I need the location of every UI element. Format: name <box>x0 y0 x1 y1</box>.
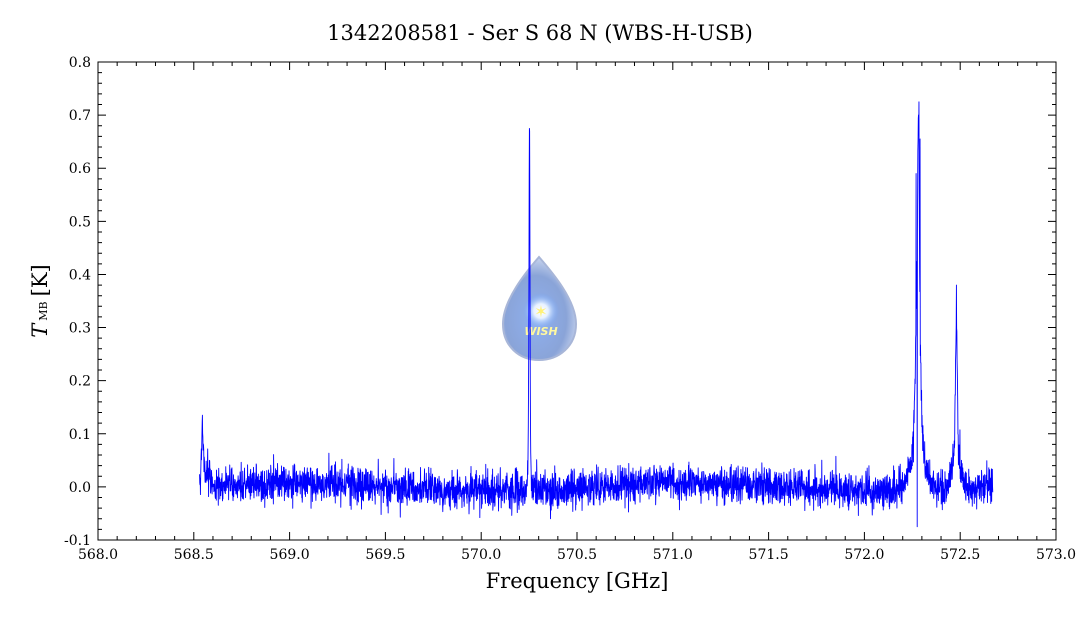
wish-star-icon: ✶ <box>534 302 547 321</box>
y-tick-labels: -0.1 0.0 0.1 0.2 0.3 0.4 0.5 0.6 0.7 0.8 <box>64 55 91 549</box>
svg-text:TMB[K]: T MB [K] <box>28 264 52 337</box>
x-tick-label: 571.0 <box>653 547 693 563</box>
wish-star-glow-icon <box>523 293 559 329</box>
plot-frame <box>97 61 1057 541</box>
y-tick-label: 0.4 <box>69 267 91 283</box>
y-axis-label-main: T <box>28 322 52 338</box>
x-tick-label: 570.0 <box>461 547 501 563</box>
y-tick-label: 0.6 <box>69 161 91 177</box>
y-tick-label: 0.1 <box>69 427 91 443</box>
wish-logo-text: WISH <box>524 325 557 338</box>
y-tick-label: 0.5 <box>69 214 91 230</box>
y-tick-label: 0.3 <box>69 321 91 337</box>
chart-title: 1342208581 - Ser S 68 N (WBS-H-USB) <box>327 21 753 45</box>
series-layer <box>199 101 994 528</box>
y-tick-label: -0.1 <box>64 533 91 549</box>
wish-logo: ✶ WISH <box>501 255 578 362</box>
ticks-layer <box>97 61 1057 541</box>
x-tick-label: 572.5 <box>940 547 980 563</box>
x-tick-labels: 568.0 568.5 569.0 569.5 570.0 570.5 571.0 571.5… <box>78 547 1076 563</box>
y-tick-label: 0.8 <box>69 55 91 71</box>
x-tick-label: 569.0 <box>270 547 310 563</box>
x-tick-label: 569.5 <box>365 547 405 563</box>
x-tick-label: 571.5 <box>749 547 789 563</box>
axis-ticks <box>97 61 1057 541</box>
x-tick-label: 570.5 <box>557 547 597 563</box>
x-tick-label: 573.0 <box>1036 547 1076 563</box>
x-tick-label: 568.0 <box>78 547 118 563</box>
y-axis-label: T MB [K] <box>28 264 52 337</box>
y-axis-label-sub: MB <box>37 301 50 320</box>
y-tick-label: 0.7 <box>69 108 91 124</box>
x-tick-label: 572.0 <box>844 547 884 563</box>
x-tick-label: 568.5 <box>174 547 214 563</box>
y-axis-label-unit: [K] <box>28 264 52 296</box>
spectrum-line <box>199 101 994 528</box>
x-axis-label: Frequency [GHz] <box>486 569 669 593</box>
y-tick-label: 0.2 <box>69 374 91 390</box>
y-tick-label: 0.0 <box>69 480 91 496</box>
